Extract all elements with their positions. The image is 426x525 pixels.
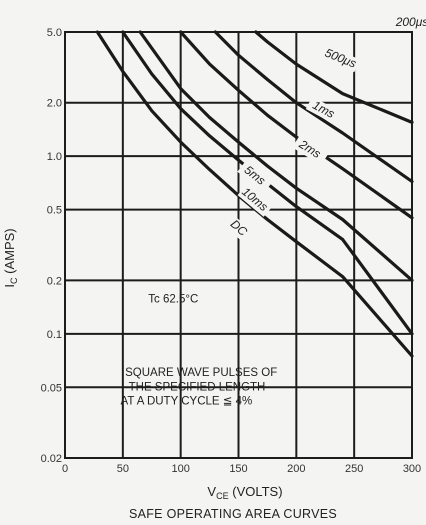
y-axis-title: IC (AMPS) bbox=[2, 228, 19, 287]
ticks: 0 50 100 150 200 250 300 5.0 2.0 1.0 0.5 0.2 0.1 0.05… bbox=[41, 27, 422, 475]
chart-caption: SAFE OPERATING AREA CURVES bbox=[129, 507, 337, 521]
x-tick-label: 50 bbox=[117, 463, 129, 475]
curve-label: 500μs bbox=[323, 45, 358, 70]
annotations: Tc 62.5°C SQUARE WAVE PULSES OF THE SPECIF… bbox=[121, 294, 278, 408]
y-tick-label: 0.05 bbox=[41, 382, 62, 394]
annotation: AT A DUTY CYCLE ≦ 4% bbox=[121, 396, 253, 408]
annotation: THE SPECIFIED LENGTH bbox=[129, 381, 266, 393]
annotation: Tc 62.5°C bbox=[148, 294, 198, 306]
y-tick-label: 0.02 bbox=[41, 453, 62, 465]
annotation: SQUARE WAVE PULSES OF bbox=[125, 367, 277, 379]
x-axis-title: VCE (VOLTS) bbox=[207, 484, 282, 501]
y-tick-label: 0.5 bbox=[47, 205, 62, 217]
curves bbox=[95, 30, 414, 358]
curve-dc bbox=[95, 30, 414, 358]
y-tick-label: 1.0 bbox=[47, 151, 62, 163]
y-tick-label: 0.1 bbox=[47, 329, 62, 341]
curve-2ms bbox=[179, 30, 414, 220]
curve-1ms bbox=[213, 30, 414, 184]
curve-500us bbox=[254, 30, 414, 125]
x-tick-label: 300 bbox=[403, 463, 421, 475]
x-tick-label: 150 bbox=[229, 463, 247, 475]
y-tick-label: 5.0 bbox=[47, 27, 62, 39]
curve-5ms bbox=[138, 30, 414, 282]
grid bbox=[64, 31, 413, 459]
x-tick-label: 100 bbox=[171, 463, 189, 475]
curve-10ms bbox=[121, 30, 414, 336]
x-tick-label: 200 bbox=[287, 463, 305, 475]
x-tick-label: 250 bbox=[345, 463, 363, 475]
y-tick-label: 2.0 bbox=[47, 98, 62, 110]
x-tick-label: 0 bbox=[62, 463, 68, 475]
curve-label: 200μs bbox=[395, 15, 426, 29]
y-tick-label: 0.2 bbox=[47, 275, 62, 287]
